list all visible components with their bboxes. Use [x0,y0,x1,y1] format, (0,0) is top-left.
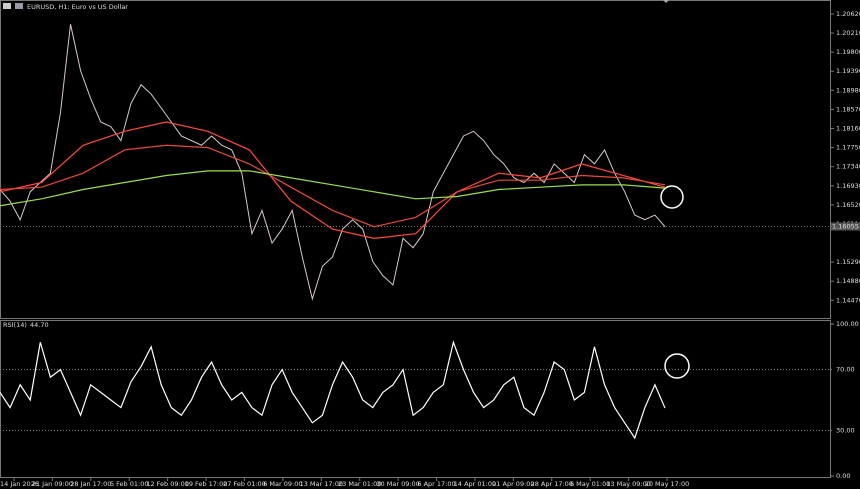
shift-marker [663,0,669,3]
x-tick-label: 28 Jan 17:00 [70,480,111,488]
x-tick-label: 5 Feb 01:00 [110,480,149,488]
y-tick-label: 1.19390 [836,67,860,75]
y-tick-label: 30.00 [836,426,855,434]
y-tick-label: 1.14880 [836,277,860,285]
y-tick-label: 1.19800 [836,48,860,56]
moving-average [0,170,666,207]
y-tick-label: 1.16930 [836,182,860,190]
x-tick-label: 21 Apr 09:00 [492,480,534,488]
x-tick-label: 21 Jan 09:00 [32,480,73,488]
y-tick-label: 1.17340 [836,163,860,171]
x-tick-label: 6 Apr 17:00 [417,480,455,488]
current-price-label: 1.16055 [832,223,859,231]
annotation-circle [664,353,690,379]
x-tick-label: 30 Mar 09:00 [376,480,419,488]
x-tick-label: 13 May 09:00 [606,480,651,488]
y-tick-label: 1.18160 [836,125,860,133]
y-tick-label: 1.15290 [836,258,860,266]
y-tick-label: 70.00 [836,366,855,374]
chart-title: EURUSD, H1: Euro vs US Dollar [27,3,128,11]
x-tick-label: 14 Jan 2026 [0,480,39,488]
x-tick-label: 6 Mar 09:00 [263,480,302,488]
y-tick-label: 1.20620 [836,10,860,18]
price-frame [0,0,831,319]
y-tick-label: 0.00 [836,472,850,480]
x-tick-label: 27 Feb 01:00 [223,480,266,488]
y-tick-label: 1.14470 [836,296,860,304]
y-tick-label: 1.16520 [836,201,860,209]
flag-icon [15,3,23,9]
y-tick-label: 100.00 [836,320,859,328]
x-tick-label: 23 Mar 01:00 [338,480,381,488]
x-tick-label: 12 Feb 09:00 [146,480,189,488]
y-tick-label: 1.18570 [836,105,860,113]
x-tick-label: 28 Apr 17:00 [531,480,573,488]
x-tick-label: 14 Apr 01:00 [454,480,496,488]
current-price-box [831,222,860,231]
rsi-frame [0,320,831,478]
x-tick-label: 13 Mar 17:00 [300,480,343,488]
x-tick-label: 20 May 17:00 [645,480,690,488]
y-tick-label: 1.18980 [836,86,860,94]
rsi-name: RSI(14) [3,321,27,329]
x-tick-label: 19 Feb 17:00 [185,480,228,488]
moving-average [0,121,666,239]
y-tick-label: 1.20210 [836,29,860,37]
price-line [0,24,666,301]
rsi-line [0,340,666,440]
flag-icon [3,3,11,9]
rsi-current: 44.70 [30,321,49,329]
x-tick-label: 6 May 01:00 [570,480,610,488]
moving-average [0,144,666,228]
y-tick-label: 1.17750 [836,144,860,152]
annotation-circle [660,185,684,209]
